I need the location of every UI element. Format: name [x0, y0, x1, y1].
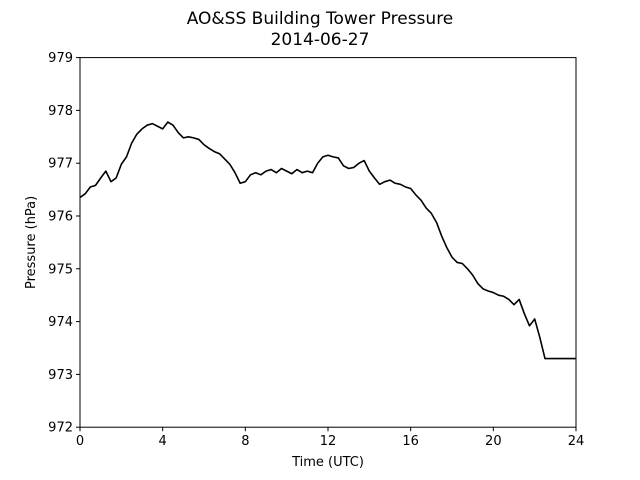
x-axis-label: Time (UTC): [291, 455, 364, 470]
chart-title: AO&SS Building Tower Pressure: [187, 9, 454, 29]
y-tick-label: 975: [48, 262, 73, 277]
y-tick-label: 972: [48, 421, 73, 436]
x-tick-label: 0: [76, 434, 84, 449]
y-axis-label: Pressure (hPa): [24, 196, 39, 289]
y-axis-ticks: 972 973 974 975 976 977 978 979: [48, 51, 80, 436]
x-tick-label: 4: [159, 434, 167, 449]
pressure-series-line: [79, 121, 576, 360]
x-tick-label: 8: [241, 434, 249, 449]
y-tick-label: 976: [48, 210, 73, 225]
x-tick-label: 12: [320, 434, 337, 449]
y-tick-label: 973: [48, 368, 73, 383]
x-tick-label: 24: [568, 434, 585, 449]
x-tick-label: 16: [402, 434, 419, 449]
chart-subtitle: 2014-06-27: [271, 30, 370, 50]
plot-frame: [79, 57, 577, 428]
plot-area: [79, 121, 576, 360]
x-axis-ticks: 0 4 8 12 16 20 24: [76, 427, 584, 449]
y-tick-label: 979: [48, 51, 73, 66]
x-tick-label: 20: [485, 434, 502, 449]
y-tick-label: 977: [48, 157, 73, 172]
y-tick-label: 978: [48, 104, 73, 119]
y-tick-label: 974: [48, 315, 73, 330]
